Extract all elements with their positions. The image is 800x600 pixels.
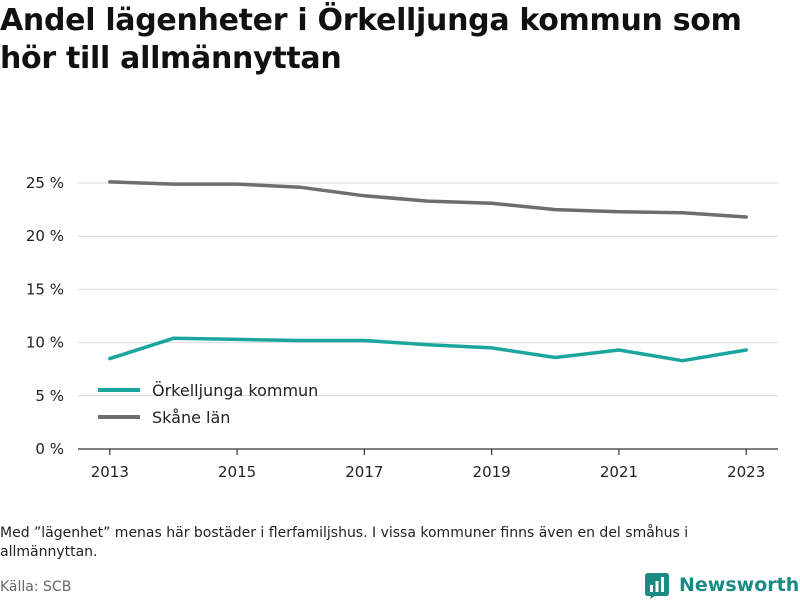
x-tick-label: 2019 xyxy=(473,463,511,481)
legend-label: Skåne län xyxy=(152,408,230,427)
x-axis: 2013 2015 2017 2019 2021 2023 xyxy=(78,448,778,481)
x-tick-label: 2021 xyxy=(600,463,638,481)
gridlines xyxy=(78,182,778,397)
brand-name: Newsworthy xyxy=(679,574,800,596)
y-tick-label: 25 % xyxy=(26,174,64,192)
newsworthy-logo-icon xyxy=(645,573,669,599)
y-tick-label: 15 % xyxy=(26,280,64,298)
x-tick-label: 2013 xyxy=(91,463,129,481)
source-label: Källa: SCB xyxy=(0,579,72,595)
series-line xyxy=(108,180,748,219)
x-tick-label: 2023 xyxy=(727,463,765,481)
footnote: Med ”lägenhet” menas här bostäder i fler… xyxy=(0,525,689,560)
y-tick-label: 0 % xyxy=(35,440,64,458)
x-tick-label: 2015 xyxy=(218,463,256,481)
y-axis-tick-labels: 0 % 5 % 10 % 15 % 20 % 25 % xyxy=(26,174,64,458)
series-lines xyxy=(108,180,748,363)
y-tick-label: 20 % xyxy=(26,227,64,245)
legend: Örkelljunga kommun Skåne län xyxy=(98,381,318,427)
x-tick-label: 2017 xyxy=(345,463,383,481)
series-line xyxy=(108,336,748,363)
legend-label: Örkelljunga kommun xyxy=(152,381,318,400)
newsworthy-logo: Newsworthy xyxy=(645,570,800,600)
y-tick-label: 10 % xyxy=(26,334,64,352)
y-tick-label: 5 % xyxy=(35,387,64,405)
chart-title: Andel lägenheter i Örkelljunga kommun so… xyxy=(0,3,742,76)
